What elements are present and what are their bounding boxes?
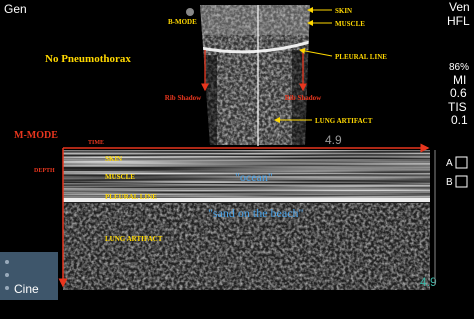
- mi-label: MI: [453, 73, 466, 87]
- depth: 4.9: [325, 133, 342, 147]
- rib-label: Rib Shadow: [165, 94, 202, 102]
- label: PLEURAL LINE: [335, 53, 387, 61]
- marker: B: [446, 177, 453, 188]
- mi-value: 0.6: [450, 86, 467, 100]
- label: SKIN: [335, 7, 352, 15]
- label-arrows: [274, 7, 333, 123]
- label: LUNG ARTIFACT: [315, 117, 373, 125]
- b-mode-label: B-MODE: [168, 18, 197, 26]
- icon: [455, 175, 468, 188]
- b-mode-image: [200, 5, 310, 145]
- cine-control[interactable]: Cine: [0, 252, 58, 300]
- label: MUSCLE: [105, 173, 135, 181]
- tis-label: TIS: [448, 100, 467, 114]
- rib-label: Rib Shadow: [285, 94, 322, 102]
- m-mode-image: [63, 150, 430, 290]
- time-label: TIME: [88, 140, 104, 146]
- sand-label: "sand on the beach": [208, 206, 304, 220]
- marker-dot: [186, 8, 194, 16]
- label: MUSCLE: [335, 20, 365, 28]
- power: 86%: [449, 62, 469, 73]
- preset: Gen: [4, 2, 27, 16]
- label: SKIN: [105, 155, 122, 163]
- marker: A: [446, 158, 453, 169]
- title: No Pneumothorax: [45, 53, 131, 65]
- label: LUNG ARTIFACT: [105, 235, 163, 243]
- label: PLEURAL LINE: [105, 193, 157, 201]
- depth-label: DEPTH: [34, 168, 55, 174]
- tis-value: 0.1: [451, 113, 468, 127]
- cine-label[interactable]: Cine: [14, 282, 39, 296]
- icon: [455, 156, 468, 169]
- ocean-label: "ocean": [235, 170, 273, 184]
- m-mode-label: M-MODE: [14, 130, 58, 141]
- probe: HFL: [447, 14, 470, 28]
- mode: Ven: [449, 0, 470, 14]
- depth-value: 4.9: [420, 275, 437, 289]
